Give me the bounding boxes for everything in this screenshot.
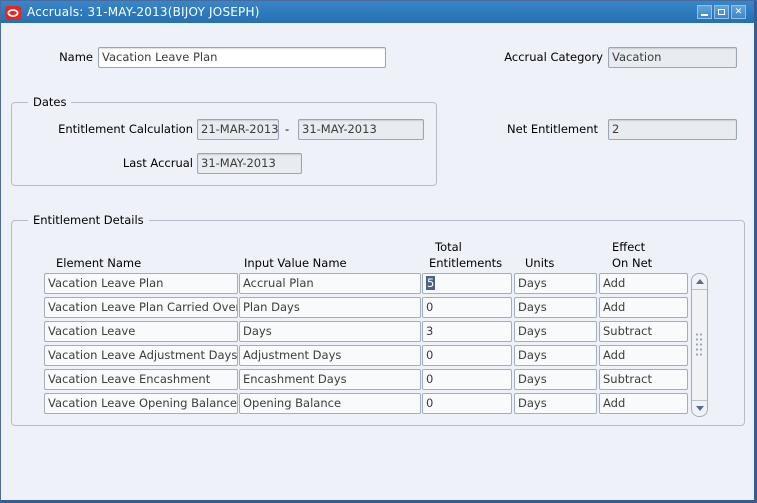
accrual-category-label: Accrual Category bbox=[504, 50, 603, 64]
dates-groupbox: Dates bbox=[11, 95, 437, 186]
entitlement-calculation-label: Entitlement Calculation bbox=[58, 122, 193, 136]
cell-element-name[interactable]: Vacation Leave Adjustment Days bbox=[44, 345, 238, 366]
dates-legend: Dates bbox=[28, 95, 72, 109]
scrollbar-grip[interactable] bbox=[695, 332, 704, 358]
entitlement-calculation-from-field[interactable]: 21-MAR-2013 bbox=[197, 119, 279, 140]
oracle-logo-icon bbox=[5, 5, 21, 20]
col-header-total-line1: Total bbox=[435, 240, 462, 254]
title-bar[interactable]: Accruals: 31-MAY-2013(BIJOY JOSEPH) ✕ bbox=[1, 1, 754, 23]
cell-input-value-name[interactable]: Days bbox=[239, 321, 421, 342]
cell-effect-on-net[interactable]: Subtract bbox=[599, 321, 688, 342]
cell-units[interactable]: Days bbox=[514, 273, 597, 294]
cell-effect-on-net[interactable]: Subtract bbox=[599, 369, 688, 390]
cell-input-value-name[interactable]: Adjustment Days bbox=[239, 345, 421, 366]
name-field[interactable]: Vacation Leave Plan bbox=[98, 47, 386, 68]
maximize-button[interactable] bbox=[714, 5, 729, 19]
cell-input-value-name[interactable]: Accrual Plan bbox=[239, 273, 421, 294]
cell-element-name[interactable]: Vacation Leave Opening Balance bbox=[44, 393, 238, 414]
date-range-separator: - bbox=[285, 122, 290, 136]
minimize-button[interactable] bbox=[697, 5, 712, 19]
scroll-up-button[interactable] bbox=[692, 274, 707, 290]
last-accrual-field[interactable]: 31-MAY-2013 bbox=[197, 153, 302, 174]
scroll-up-icon bbox=[695, 279, 704, 284]
cell-units[interactable]: Days bbox=[514, 369, 597, 390]
window-title: Accruals: 31-MAY-2013(BIJOY JOSEPH) bbox=[27, 5, 260, 19]
entitlement-details-legend: Entitlement Details bbox=[28, 213, 149, 227]
cell-total-entitlements[interactable]: 5 bbox=[422, 273, 512, 294]
cell-element-name[interactable]: Vacation Leave Encashment bbox=[44, 369, 238, 390]
cell-element-name[interactable]: Vacation Leave bbox=[44, 321, 238, 342]
cell-input-value-name[interactable]: Plan Days bbox=[239, 297, 421, 318]
entitlement-calculation-to-field[interactable]: 31-MAY-2013 bbox=[298, 119, 424, 140]
cell-effect-on-net[interactable]: Add bbox=[599, 297, 688, 318]
minimize-icon bbox=[701, 14, 708, 16]
cell-units[interactable]: Days bbox=[514, 321, 597, 342]
selected-text: 5 bbox=[426, 276, 436, 290]
cell-element-name[interactable]: Vacation Leave Plan bbox=[44, 273, 238, 294]
cell-total-entitlements[interactable]: 3 bbox=[422, 321, 512, 342]
close-button[interactable]: ✕ bbox=[731, 5, 746, 19]
col-header-input-value-name: Input Value Name bbox=[244, 256, 347, 270]
cell-effect-on-net[interactable]: Add bbox=[599, 273, 688, 294]
scroll-down-icon bbox=[695, 406, 704, 411]
cell-effect-on-net[interactable]: Add bbox=[599, 393, 688, 414]
last-accrual-label: Last Accrual bbox=[122, 156, 193, 170]
accrual-category-field[interactable]: Vacation bbox=[608, 47, 737, 68]
cell-input-value-name[interactable]: Encashment Days bbox=[239, 369, 421, 390]
col-header-total-line2: Entitlements bbox=[429, 256, 503, 270]
cell-input-value-name[interactable]: Opening Balance bbox=[239, 393, 421, 414]
close-icon: ✕ bbox=[734, 6, 743, 17]
cell-total-entitlements[interactable]: 0 bbox=[422, 369, 512, 390]
entitlement-details-groupbox: Entitlement Details bbox=[11, 213, 745, 426]
col-header-element-name: Element Name bbox=[56, 256, 142, 270]
net-entitlement-label: Net Entitlement bbox=[507, 122, 598, 136]
cell-element-name[interactable]: Vacation Leave Plan Carried Over bbox=[44, 297, 238, 318]
scroll-down-button[interactable] bbox=[692, 400, 707, 416]
window-controls: ✕ bbox=[697, 5, 746, 19]
col-header-effect-line2: On Net bbox=[612, 256, 653, 270]
net-entitlement-field[interactable]: 2 bbox=[608, 119, 737, 140]
table-vertical-scrollbar[interactable] bbox=[691, 273, 708, 417]
cell-total-entitlements[interactable]: 0 bbox=[422, 297, 512, 318]
cell-units[interactable]: Days bbox=[514, 393, 597, 414]
cell-total-entitlements[interactable]: 0 bbox=[422, 393, 512, 414]
cell-effect-on-net[interactable]: Add bbox=[599, 345, 688, 366]
cell-units[interactable]: Days bbox=[514, 345, 597, 366]
cell-units[interactable]: Days bbox=[514, 297, 597, 318]
maximize-icon bbox=[718, 9, 725, 15]
col-header-units: Units bbox=[525, 256, 555, 270]
name-label: Name bbox=[59, 50, 93, 64]
col-header-effect-line1: Effect bbox=[612, 240, 646, 254]
cell-total-entitlements[interactable]: 0 bbox=[422, 345, 512, 366]
